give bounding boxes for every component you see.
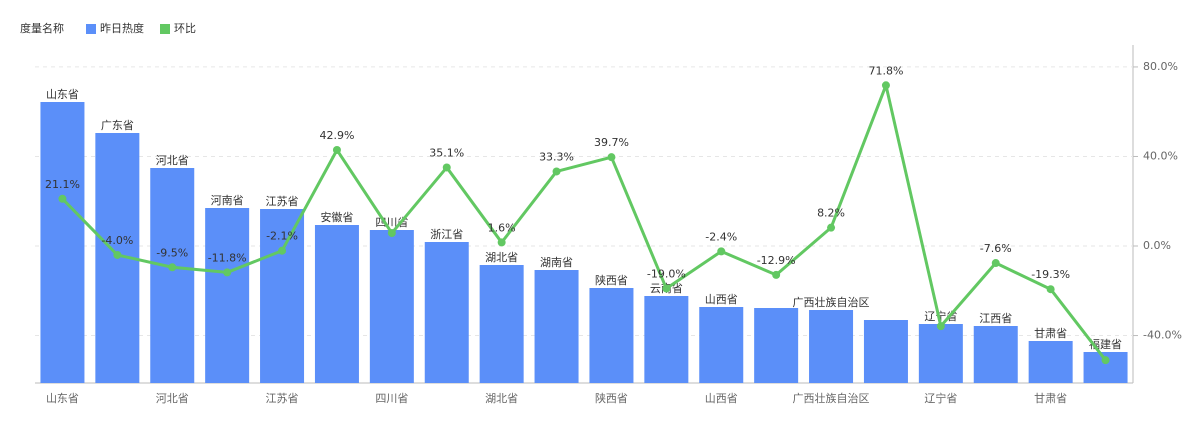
bar-label: 湖南省 (540, 256, 573, 269)
value-label: -9.5% (156, 246, 188, 259)
point (717, 247, 726, 256)
bar-label: 江西省 (979, 312, 1012, 325)
value-label: 1.6% (488, 221, 516, 234)
point (332, 145, 341, 154)
bar (479, 265, 524, 383)
bar-label: 安徽省 (320, 210, 353, 224)
legend-label: 环比 (174, 22, 196, 35)
bar-label: 陕西省 (595, 273, 628, 287)
value-label: 33.3% (539, 150, 574, 163)
bar (589, 288, 634, 383)
value-label: -19.3% (1031, 268, 1070, 281)
legend-swatch (160, 24, 170, 34)
y2-tick-label: 40.0% (1143, 149, 1178, 162)
bar-label: 河南省 (211, 194, 244, 207)
point (881, 81, 890, 90)
x-tick-label: 山东省 (46, 392, 79, 405)
bar-label: 湖北省 (485, 251, 518, 264)
line (61, 83, 1107, 362)
bar (40, 102, 85, 383)
y2-tick-label: -40.0% (1143, 329, 1182, 342)
bar-label: 山东省 (46, 88, 79, 101)
bar-label: 江苏省 (266, 195, 299, 208)
bar (260, 209, 305, 383)
point (442, 163, 451, 172)
value-label: -2.1% (266, 230, 298, 243)
value-label: 71.8% (868, 64, 903, 77)
legend-swatch (86, 24, 96, 34)
point (223, 268, 232, 277)
legend-title: 度量名称 (20, 21, 64, 35)
point (113, 250, 122, 259)
bar-label: 山西省 (705, 293, 738, 306)
x-tick-label: 湖北省 (485, 392, 518, 405)
value-label: -4.0% (101, 234, 133, 247)
bar (754, 308, 799, 383)
point (168, 263, 177, 272)
bar (369, 230, 414, 383)
bar-label: 广西壮族自治区 (793, 295, 870, 309)
value-label: -2.4% (705, 230, 737, 243)
value-label: 35.1% (429, 146, 464, 159)
value-label: -7.6% (980, 242, 1012, 255)
value-label: 42.9% (319, 129, 354, 142)
bar (205, 208, 250, 383)
point (497, 238, 506, 247)
point (1101, 356, 1110, 365)
value-label: 21.1% (45, 178, 80, 191)
x-tick-label: 广西壮族自治区 (793, 391, 870, 405)
point (552, 167, 561, 176)
bar (150, 168, 195, 383)
point (936, 322, 945, 331)
value-label: -19.0% (647, 268, 686, 281)
value-label: 39.7% (594, 136, 629, 149)
x-tick-label: 江苏省 (266, 392, 299, 405)
bar (863, 320, 908, 383)
bar-label: 甘肃省 (1034, 327, 1067, 340)
point (662, 284, 671, 293)
x-tick-label: 河北省 (156, 392, 189, 405)
value-label: -11.8% (208, 251, 247, 264)
point (991, 259, 1000, 268)
point (1046, 285, 1055, 294)
x-tick-label: 山西省 (705, 392, 738, 405)
point (772, 270, 781, 279)
bar (973, 326, 1018, 383)
bar-label: 辽宁省 (924, 309, 957, 323)
bar-label: 广东省 (101, 119, 134, 132)
point (278, 246, 287, 255)
bar (314, 225, 359, 383)
value-label: -12.9% (757, 254, 796, 267)
bar (424, 242, 469, 383)
value-label: 8.2% (817, 207, 845, 220)
bar (1028, 341, 1073, 383)
legend-label: 昨日热度 (100, 21, 144, 35)
y2-tick-label: 80.0% (1143, 60, 1178, 73)
point (607, 153, 616, 162)
bar (809, 310, 854, 383)
bar (534, 270, 579, 383)
point (387, 229, 396, 238)
bar (699, 307, 744, 383)
point (827, 223, 836, 232)
bar-label: 浙江省 (430, 228, 463, 241)
bar (644, 296, 689, 383)
x-tick-label: 陕西省 (595, 391, 628, 405)
bar-label: 河北省 (156, 154, 189, 167)
bar (918, 324, 963, 383)
point (58, 194, 67, 203)
x-tick-label: 四川省 (375, 392, 408, 405)
x-tick-label: 辽宁省 (924, 391, 957, 405)
x-tick-label: 甘肃省 (1034, 392, 1067, 405)
y2-tick-label: 0.0% (1143, 239, 1171, 252)
